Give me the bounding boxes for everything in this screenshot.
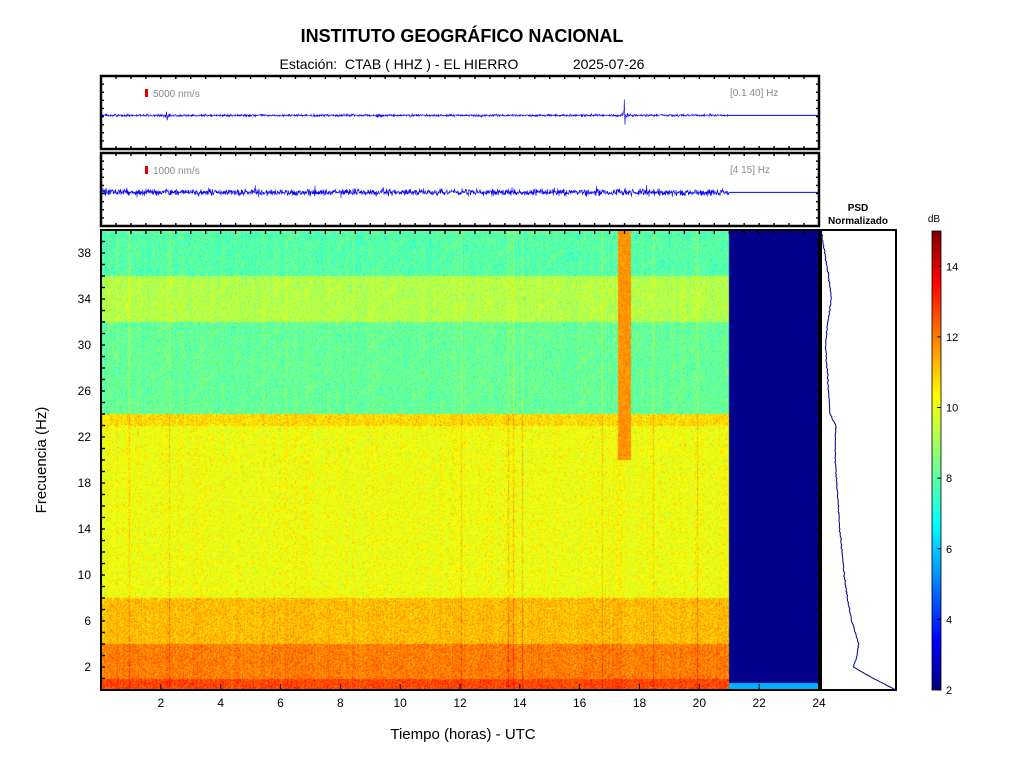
x-tick-label: 16 xyxy=(573,696,587,710)
band-label-broadband: [0.1 40] Hz xyxy=(730,88,778,99)
colorbar-tick-label: 10 xyxy=(946,403,958,415)
y-tick-label: 34 xyxy=(78,292,92,306)
colorbar-label: dB xyxy=(928,214,941,225)
y-tick-label: 2 xyxy=(84,660,91,674)
seismogram-broadband-panel: 5000 nm/s [0.1 40] Hz xyxy=(99,74,821,151)
y-tick-label: 6 xyxy=(84,614,91,628)
station-name: CTAB ( HHZ ) - EL HIERRO xyxy=(344,56,519,72)
x-axis-label: Tiempo (horas) - UTC xyxy=(390,726,535,743)
seismogram-broadband-trace xyxy=(100,99,730,125)
spectrogram-image xyxy=(101,230,819,690)
seismogram-filtered-panel: 1000 nm/s [4 15] Hz xyxy=(99,151,821,228)
y-tick-label: 30 xyxy=(78,338,92,352)
colorbar-tick-label: 14 xyxy=(946,261,958,273)
x-tick-label: 8 xyxy=(337,696,344,710)
colorbar-tick-label: 8 xyxy=(946,473,952,485)
x-tick-label: 14 xyxy=(513,696,527,710)
band-label-filtered: [4 15] Hz xyxy=(730,165,770,176)
x-tick-label: 20 xyxy=(693,696,707,710)
x-tick-label: 10 xyxy=(393,696,407,710)
colorbar: 2 4 6 8 10 12 14 dB xyxy=(928,214,958,697)
colorbar-tick-label: 2 xyxy=(946,685,952,697)
psd-curve xyxy=(820,229,897,691)
y-tick-label: 38 xyxy=(78,246,92,260)
x-tick-label: 2 xyxy=(157,696,164,710)
x-tick-label: 4 xyxy=(217,696,224,710)
x-tick-label: 24 xyxy=(812,696,826,710)
spectrogram-panel: 2 4 6 8 10 12 14 16 18 20 22 24 261014182226303438 … xyxy=(33,76,826,743)
x-tick-label: 6 xyxy=(277,696,284,710)
seismogram-filtered-trace xyxy=(100,184,730,199)
station-line: Estación: CTAB ( HHZ ) - EL HIERRO 2025-… xyxy=(0,56,924,72)
psd-title: PSD xyxy=(848,203,869,214)
colorbar-ticks: 2 4 6 8 10 12 14 xyxy=(937,261,958,697)
scale-bar-broadband xyxy=(145,89,148,97)
y-tick-label: 10 xyxy=(78,568,92,582)
x-tick-label: 12 xyxy=(453,696,467,710)
x-tick-label: 22 xyxy=(752,696,766,710)
colorbar-tick-label: 4 xyxy=(946,614,952,626)
station-label: Estación: xyxy=(279,56,338,72)
colorbar-tick-label: 12 xyxy=(946,332,958,344)
spectrogram-minor-ticks xyxy=(101,76,819,680)
scale-label-broadband: 5000 nm/s xyxy=(153,89,200,100)
spectrogram-x-ticks: 2 4 6 8 10 12 14 16 18 20 22 24 xyxy=(157,684,826,710)
y-tick-label: 14 xyxy=(78,522,92,536)
x-tick-label: 18 xyxy=(633,696,647,710)
y-tick-label: 26 xyxy=(78,384,92,398)
colorbar-tick-label: 6 xyxy=(946,544,952,556)
psd-subtitle: Normalizado xyxy=(828,216,888,227)
colorbar-gradient xyxy=(931,230,942,691)
y-axis-label: Frecuencia (Hz) xyxy=(33,407,50,514)
station-date: 2025-07-26 xyxy=(572,56,645,72)
scale-label-filtered: 1000 nm/s xyxy=(153,166,200,177)
y-tick-label: 18 xyxy=(78,476,92,490)
page-title: INSTITUTO GEOGRÁFICO NACIONAL xyxy=(300,26,624,46)
scale-bar-filtered xyxy=(145,166,148,174)
psd-panel: PSD Normalizado xyxy=(820,203,897,691)
y-tick-label: 22 xyxy=(78,430,92,444)
